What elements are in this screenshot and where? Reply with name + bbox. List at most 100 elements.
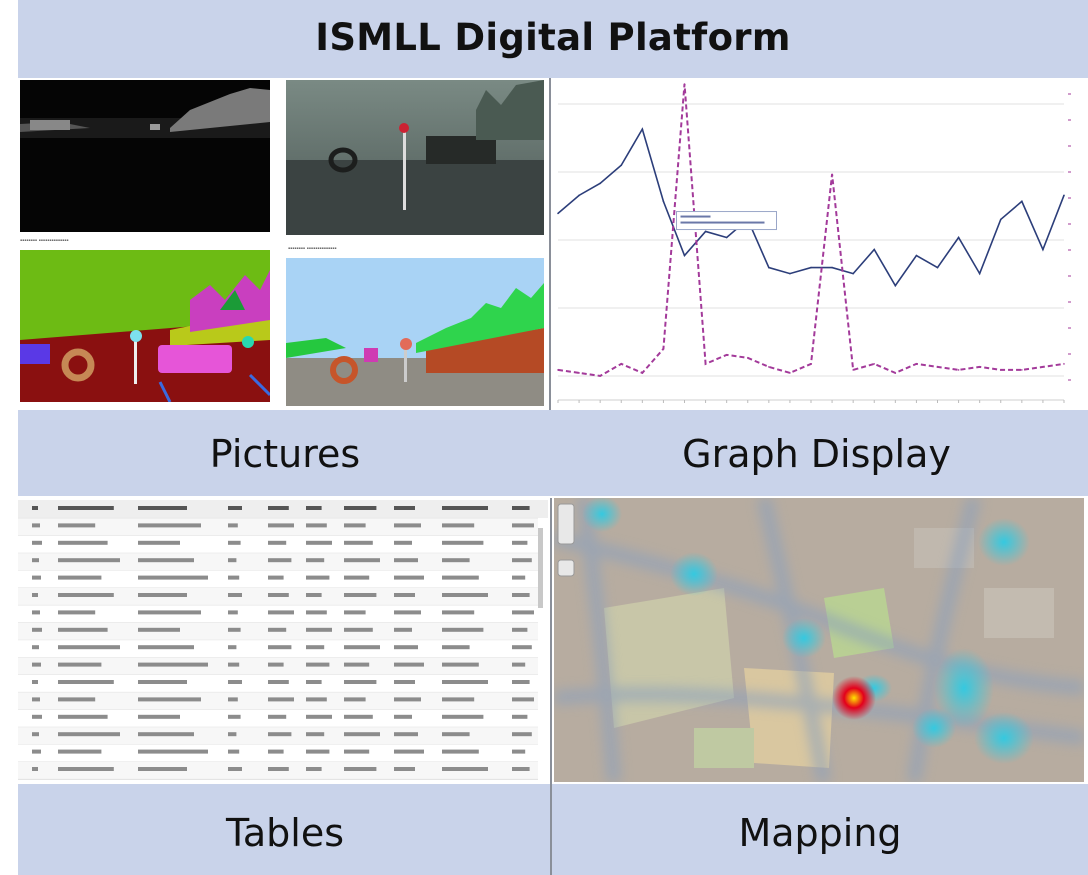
data-point[interactable] (936, 366, 939, 368)
table-cell (442, 575, 479, 580)
table-cell (394, 540, 412, 545)
table-cell (268, 558, 292, 563)
data-point[interactable] (957, 236, 960, 239)
data-point[interactable] (1063, 363, 1065, 365)
table-cell (138, 610, 201, 615)
data-point[interactable] (557, 212, 559, 215)
data-point[interactable] (620, 363, 623, 365)
table-cell (228, 523, 238, 528)
table-cell (268, 540, 287, 545)
table-cell (58, 575, 102, 580)
data-point[interactable] (641, 372, 644, 374)
data-point[interactable] (831, 173, 833, 176)
table-cell (394, 645, 418, 650)
table-header-cell (32, 506, 38, 510)
table-cell (306, 732, 325, 737)
tables-label: Tables (225, 811, 345, 855)
data-point[interactable] (1042, 248, 1044, 251)
table-cell (442, 714, 484, 719)
data-point[interactable] (999, 218, 1002, 221)
table-cell (512, 523, 534, 528)
table-cell (58, 627, 108, 632)
data-point[interactable] (999, 369, 1002, 371)
table-cell (344, 680, 377, 684)
table-cell (228, 575, 240, 580)
table-cell (394, 558, 418, 563)
data-point[interactable] (915, 363, 918, 365)
data-point[interactable] (978, 272, 981, 275)
data-point[interactable] (894, 372, 897, 374)
table-cell (394, 627, 412, 632)
table-cell (442, 697, 475, 702)
table-cell (138, 523, 201, 528)
table-cell (512, 662, 526, 667)
data-point[interactable] (915, 254, 918, 257)
table-cell (512, 680, 530, 684)
data-point[interactable] (957, 369, 960, 371)
table-cell (394, 732, 418, 737)
table-cell (512, 767, 530, 771)
table-cell (58, 749, 102, 754)
mapping-label: Mapping (738, 811, 902, 855)
table-cell (394, 593, 415, 597)
table-cell (32, 662, 41, 667)
data-point[interactable] (768, 266, 770, 269)
label-band-top (18, 410, 1088, 496)
data-point[interactable] (746, 357, 749, 359)
data-point[interactable] (852, 369, 854, 371)
panel-divider-top (549, 78, 551, 410)
table-cell (138, 540, 180, 545)
panel-divider-bottom (550, 498, 552, 875)
data-point[interactable] (662, 200, 665, 203)
data-point[interactable] (936, 266, 939, 269)
table-scrollbar[interactable] (538, 528, 543, 608)
data-point[interactable] (1063, 194, 1065, 197)
data-point[interactable] (852, 272, 854, 275)
data-point[interactable] (641, 128, 644, 130)
table-cell (268, 575, 284, 580)
data-table (18, 500, 548, 780)
tooltip-text-line (680, 221, 765, 224)
data-point[interactable] (831, 266, 833, 269)
data-point[interactable] (894, 284, 897, 287)
data-point[interactable] (873, 363, 876, 365)
table-cell (58, 767, 114, 771)
data-point[interactable] (683, 83, 686, 85)
table-header-cell (344, 506, 377, 510)
data-point[interactable] (599, 182, 601, 185)
data-point[interactable] (683, 254, 686, 257)
table-cell (32, 523, 40, 528)
data-point[interactable] (789, 372, 791, 374)
data-point[interactable] (704, 230, 707, 233)
table-cell (138, 749, 208, 754)
tooltip-text-line (680, 215, 711, 218)
data-point[interactable] (578, 194, 580, 197)
data-point[interactable] (810, 363, 812, 365)
table-cell (306, 645, 325, 650)
table-cell (32, 593, 38, 597)
data-point[interactable] (1021, 369, 1023, 371)
table-header-cell (512, 506, 530, 510)
table-cell (268, 645, 292, 650)
data-point[interactable] (1021, 200, 1023, 203)
data-point[interactable] (978, 366, 981, 368)
data-point[interactable] (620, 164, 623, 167)
data-point[interactable] (810, 266, 812, 269)
table-cell (268, 662, 284, 667)
data-point[interactable] (873, 248, 876, 251)
data-point[interactable] (578, 372, 580, 374)
table-cell (138, 680, 187, 684)
data-point[interactable] (1042, 366, 1044, 368)
table-cell (512, 593, 530, 597)
table-header-cell (138, 506, 187, 510)
data-point[interactable] (725, 236, 728, 239)
data-point[interactable] (768, 366, 770, 368)
data-point[interactable] (662, 348, 665, 350)
data-point[interactable] (599, 375, 601, 377)
pictures-panel: ▪▪▪▪▪▪▪▪ ▪▪▪▪▪▪▪▪▪▪▪▪▪▪ ▪▪▪▪▪▪▪▪ ▪▪▪▪▪▪▪… (18, 78, 550, 406)
data-point[interactable] (789, 272, 791, 275)
data-point[interactable] (557, 369, 559, 371)
data-point[interactable] (704, 363, 707, 365)
data-point[interactable] (725, 354, 728, 356)
